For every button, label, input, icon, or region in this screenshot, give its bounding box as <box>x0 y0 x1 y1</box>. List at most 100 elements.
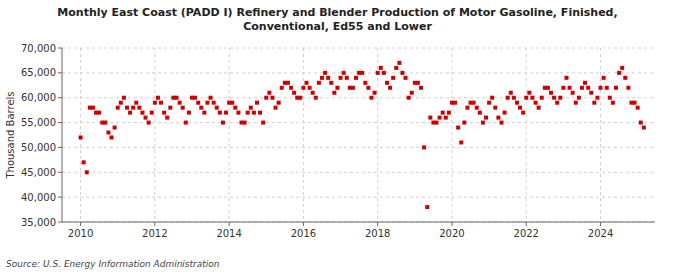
point <box>394 66 398 70</box>
x-tick <box>154 222 155 226</box>
y-tick-label: 60,000 <box>21 92 56 103</box>
point <box>602 76 606 80</box>
point <box>252 111 256 115</box>
point <box>97 111 101 115</box>
point <box>159 101 163 105</box>
point <box>614 86 618 90</box>
y-tick <box>58 222 62 223</box>
x-grid-line <box>600 48 601 222</box>
point <box>509 91 513 95</box>
x-tick <box>451 222 452 226</box>
point <box>305 81 309 85</box>
point <box>205 101 209 105</box>
point <box>277 101 281 105</box>
x-grid-line <box>451 48 452 222</box>
point <box>441 111 445 115</box>
point <box>592 101 596 105</box>
point <box>162 111 166 115</box>
point <box>475 106 479 110</box>
y-tick <box>58 197 62 198</box>
point <box>332 91 336 95</box>
x-tick <box>229 222 230 226</box>
point <box>119 101 123 105</box>
point <box>270 96 274 100</box>
point <box>193 96 197 100</box>
point <box>314 96 318 100</box>
point <box>558 96 562 100</box>
point <box>308 86 312 90</box>
point <box>422 145 426 149</box>
point <box>233 106 237 110</box>
point <box>317 81 321 85</box>
point <box>209 96 213 100</box>
y-grid-line <box>62 122 655 123</box>
point <box>354 76 358 80</box>
point <box>249 106 253 110</box>
point <box>580 86 584 90</box>
point <box>79 135 83 139</box>
point <box>552 96 556 100</box>
y-tick <box>58 147 62 148</box>
point <box>298 96 302 100</box>
point <box>571 91 575 95</box>
point <box>267 91 271 95</box>
y-tick-label: 45,000 <box>21 167 56 178</box>
point <box>137 106 141 110</box>
point <box>404 76 408 80</box>
point <box>537 106 541 110</box>
point <box>428 116 432 120</box>
x-grid-line <box>154 48 155 222</box>
x-tick <box>303 222 304 226</box>
point <box>530 96 534 100</box>
point <box>175 96 179 100</box>
point <box>202 111 206 115</box>
point <box>478 111 482 115</box>
point <box>568 86 572 90</box>
point <box>335 86 339 90</box>
y-grid-line <box>62 147 655 148</box>
point <box>373 91 377 95</box>
point <box>434 121 438 125</box>
point <box>156 96 160 100</box>
point <box>342 71 346 75</box>
point <box>264 96 268 100</box>
point <box>633 101 637 105</box>
point <box>385 81 389 85</box>
point <box>524 96 528 100</box>
point <box>577 96 581 100</box>
x-grid-line <box>526 48 527 222</box>
y-grid-line <box>62 97 655 98</box>
point <box>534 101 538 105</box>
y-axis-line <box>62 48 63 222</box>
title-line: Conventional, Ed55 and Lower <box>243 20 432 33</box>
point <box>447 111 451 115</box>
point <box>400 71 404 75</box>
point <box>345 76 349 80</box>
point <box>605 86 609 90</box>
x-tick-label: 2024 <box>588 228 613 239</box>
point <box>407 96 411 100</box>
x-grid-line <box>303 48 304 222</box>
point <box>561 86 565 90</box>
chart: Monthly East Coast (PADD I) Refinery and… <box>0 0 675 275</box>
point <box>453 101 457 105</box>
point <box>623 76 627 80</box>
y-tick <box>58 72 62 73</box>
point <box>620 66 624 70</box>
point <box>224 111 228 115</box>
point <box>376 71 380 75</box>
x-tick-label: 2010 <box>68 228 93 239</box>
point <box>196 101 200 105</box>
y-tick-label: 50,000 <box>21 142 56 153</box>
point <box>320 76 324 80</box>
points <box>79 61 646 209</box>
point <box>82 160 86 164</box>
point <box>199 106 203 110</box>
point <box>382 71 386 75</box>
y-axis-label: Thousand Barrels <box>5 91 16 179</box>
y-grid-line <box>62 197 655 198</box>
title-line: Monthly East Coast (PADD I) Refinery and… <box>57 6 617 19</box>
point <box>419 86 423 90</box>
x-grid-line <box>80 48 81 222</box>
point <box>549 91 553 95</box>
